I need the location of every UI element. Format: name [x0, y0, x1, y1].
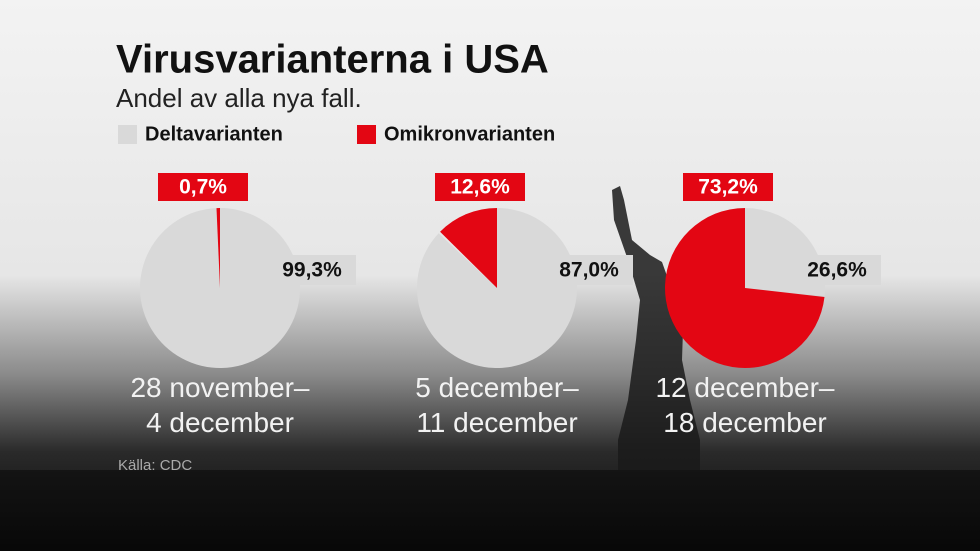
- skyline: [0, 470, 980, 551]
- value-label-box: [793, 255, 881, 285]
- value-label-box: [158, 173, 248, 201]
- pie-slice: [440, 208, 497, 288]
- value-label: 0,7%: [179, 176, 227, 199]
- pie-slice: [216, 208, 220, 288]
- subtitle: Andel av alla nya fall.: [116, 83, 362, 113]
- pie-slice: [139, 208, 300, 368]
- pie-slice: [665, 208, 825, 369]
- pie-title: 12 december– 18 december: [655, 372, 834, 438]
- title: Virusvarianterna i USA: [116, 38, 549, 82]
- legend-swatch: [118, 125, 137, 144]
- legend-label: Omikronvarianten: [384, 123, 555, 145]
- value-label-box: [435, 173, 525, 201]
- value-label: 99,3%: [282, 259, 342, 282]
- value-label: 12,6%: [450, 176, 510, 199]
- value-label-box: [268, 255, 356, 285]
- value-label: 73,2%: [698, 176, 758, 199]
- legend-label: Deltavarianten: [145, 123, 283, 145]
- value-label: 87,0%: [559, 259, 619, 282]
- statue-silhouette: [612, 186, 700, 470]
- value-label-box: [545, 255, 633, 285]
- legend-swatch: [357, 125, 376, 144]
- pie-title: 5 december– 11 december: [415, 372, 579, 438]
- pie-title: 28 november– 4 december: [130, 372, 309, 438]
- value-label-box: [683, 173, 773, 201]
- source: Källa: CDC: [118, 457, 192, 474]
- value-label: 26,6%: [807, 259, 867, 282]
